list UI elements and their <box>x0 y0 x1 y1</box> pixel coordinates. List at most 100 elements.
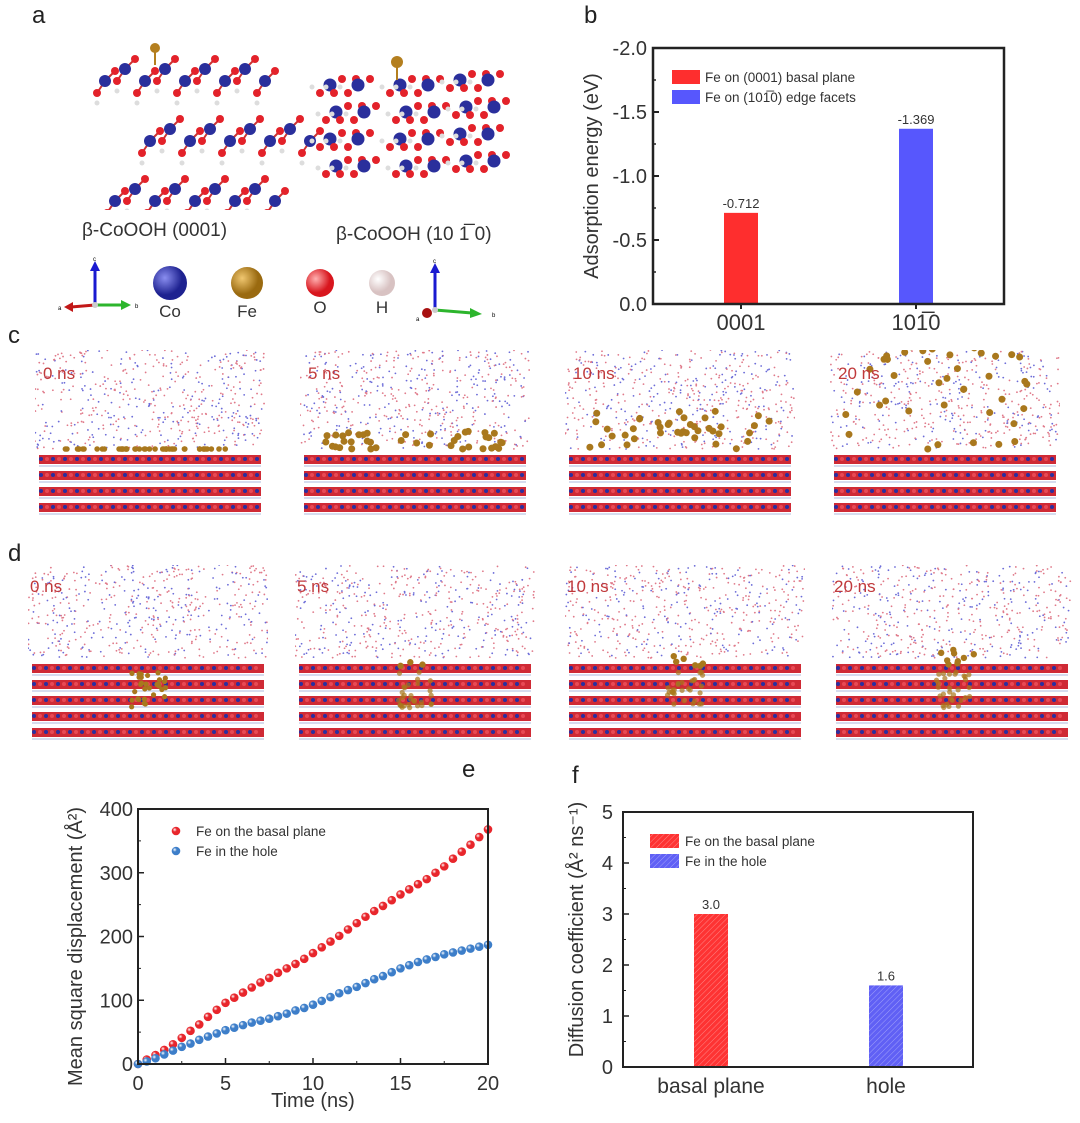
water-dot <box>418 647 421 649</box>
slab-atom <box>189 473 193 477</box>
water-dot <box>234 648 237 650</box>
water-dot <box>237 351 240 354</box>
water-dot <box>353 593 356 595</box>
water-dot <box>142 401 145 403</box>
water-dot <box>135 616 137 619</box>
slab-atom <box>323 666 327 670</box>
slab-atom <box>231 473 235 477</box>
water-dot <box>152 397 155 400</box>
fe-atom <box>367 438 375 446</box>
water-dot <box>456 430 459 433</box>
water-dot <box>182 404 185 406</box>
water-dot <box>504 400 507 403</box>
water-dot <box>1024 438 1027 441</box>
slab-atom <box>194 682 198 686</box>
water-dot <box>648 390 651 392</box>
o-atom <box>322 170 330 178</box>
slab-atom <box>347 666 351 670</box>
water-dot <box>619 366 622 369</box>
h-atom <box>343 111 349 117</box>
water-dot <box>900 400 903 403</box>
slab-atom <box>371 714 375 718</box>
water-dot <box>111 566 114 569</box>
water-dot <box>159 571 162 574</box>
water-dot <box>456 391 459 393</box>
fe-atom <box>391 56 403 68</box>
water-dot <box>493 437 496 440</box>
water-dot <box>119 651 121 654</box>
fe-atom <box>123 446 130 452</box>
water-dot <box>680 384 683 387</box>
water-dot <box>69 354 72 357</box>
slab-atom <box>304 457 308 461</box>
fe-atom <box>332 431 340 439</box>
water-dot <box>103 655 105 658</box>
water-dot <box>664 430 667 433</box>
water-dot <box>439 424 442 427</box>
slab-atom <box>755 457 759 461</box>
water-dot <box>37 404 40 407</box>
water-dot <box>144 619 147 622</box>
water-dot <box>705 367 708 370</box>
water-dot <box>1048 433 1050 435</box>
slab-atom <box>502 489 506 493</box>
water-dot <box>1008 393 1011 396</box>
water-dot <box>54 591 57 593</box>
slab-atom <box>575 505 579 509</box>
water-dot <box>428 386 431 389</box>
water-dot <box>64 369 67 371</box>
water-dot <box>120 647 123 650</box>
water-dot <box>947 373 949 375</box>
water-dot <box>703 442 706 445</box>
slab-atom <box>74 682 78 686</box>
water-dot <box>569 386 571 389</box>
water-dot <box>162 357 164 359</box>
slab-atom <box>990 473 994 477</box>
water-dot <box>474 575 477 578</box>
water-dot <box>495 381 497 384</box>
water-dot <box>227 384 230 386</box>
water-dot <box>216 417 219 420</box>
slab-atom <box>455 730 459 734</box>
water-dot <box>789 358 792 361</box>
water-dot <box>408 643 411 646</box>
water-dot <box>657 577 660 580</box>
water-dot <box>715 436 718 439</box>
slab-atom <box>341 714 345 718</box>
water-dot <box>464 439 467 442</box>
water-dot <box>326 390 329 393</box>
water-dot <box>720 351 723 354</box>
water-dot <box>342 597 345 600</box>
slab-atom <box>852 457 856 461</box>
water-dot <box>788 636 791 639</box>
slab-atom <box>864 489 868 493</box>
water-dot <box>1006 422 1009 425</box>
water-dot <box>455 655 458 658</box>
slab-atom <box>188 698 192 702</box>
water-dot <box>82 421 85 424</box>
water-dot <box>1007 406 1010 409</box>
fe-atom <box>935 379 943 387</box>
h-atom <box>439 79 445 85</box>
water-dot <box>73 622 76 625</box>
water-dot <box>838 353 841 356</box>
fe-atom <box>132 446 139 452</box>
water-dot <box>650 387 653 390</box>
water-dot <box>715 385 718 388</box>
water-dot <box>110 387 112 390</box>
slab-atom <box>719 457 723 461</box>
water-dot <box>644 580 646 582</box>
water-dot <box>304 600 306 603</box>
fe-atom <box>479 445 487 453</box>
water-dot <box>61 371 64 373</box>
water-dot <box>435 594 438 597</box>
slab-atom <box>617 505 621 509</box>
water-dot <box>743 388 746 391</box>
water-dot <box>305 406 308 408</box>
water-dot <box>226 645 228 648</box>
water-dot <box>508 404 511 407</box>
water-dot <box>873 379 876 382</box>
water-dot <box>113 594 116 597</box>
slab-atom <box>1014 505 1018 509</box>
slab-atom <box>123 505 127 509</box>
